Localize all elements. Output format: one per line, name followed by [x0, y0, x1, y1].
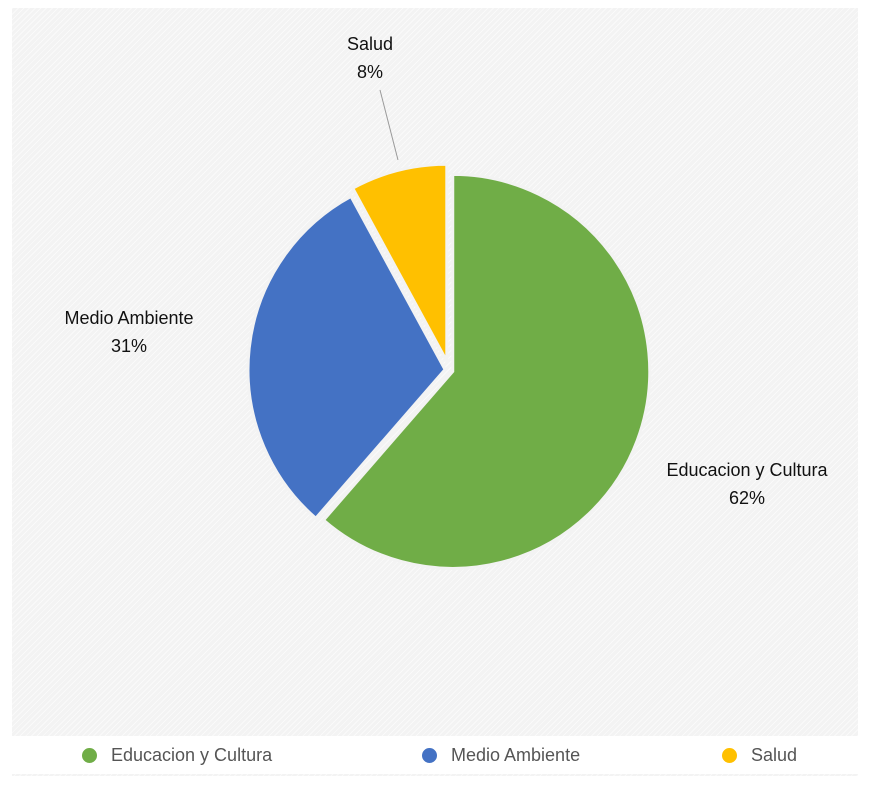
pie-slice-salud: [350, 162, 449, 362]
slice-label-educacion: Educacion y Cultura: [666, 460, 828, 480]
slice-percent-medio-ambiente: 31%: [111, 336, 147, 356]
pie-chart: Educacion y Cultura 62% Medio Ambiente 31% S…: [64, 34, 829, 570]
leader-lines: [379, 89, 399, 161]
legend-item-medio-ambiente: Medio Ambiente: [422, 736, 580, 774]
slice-percent-salud: 8%: [357, 62, 383, 82]
legend-swatch-medio-ambiente: [422, 747, 437, 763]
legend-label-salud: Salud: [751, 744, 798, 765]
chart-area: Educacion y Cultura 62% Medio Ambiente 31% S…: [12, 8, 858, 776]
legend-item-educacion: Educacion y Cultura: [82, 736, 272, 774]
legend: Educacion y Cultura Medio Ambiente Salud: [12, 736, 858, 774]
legend-label-educacion: Educacion y Cultura: [111, 744, 273, 765]
legend-item-salud: Salud: [722, 736, 797, 774]
legend-swatch-salud: [722, 747, 737, 763]
pie-slice-medio-ambiente: [246, 194, 447, 521]
slice-label-salud: Salud: [347, 34, 393, 54]
pie-slices: [246, 162, 652, 570]
slice-labels: Educacion y Cultura 62% Medio Ambiente 31% S…: [64, 34, 828, 508]
legend-swatch-educacion: [82, 747, 97, 763]
slice-percent-educacion: 62%: [729, 488, 765, 508]
leader-line-salud: [379, 89, 399, 161]
legend-label-medio-ambiente: Medio Ambiente: [451, 744, 581, 765]
slice-label-medio-ambiente: Medio Ambiente: [64, 308, 193, 328]
pie-slice-educacion: [321, 172, 652, 570]
